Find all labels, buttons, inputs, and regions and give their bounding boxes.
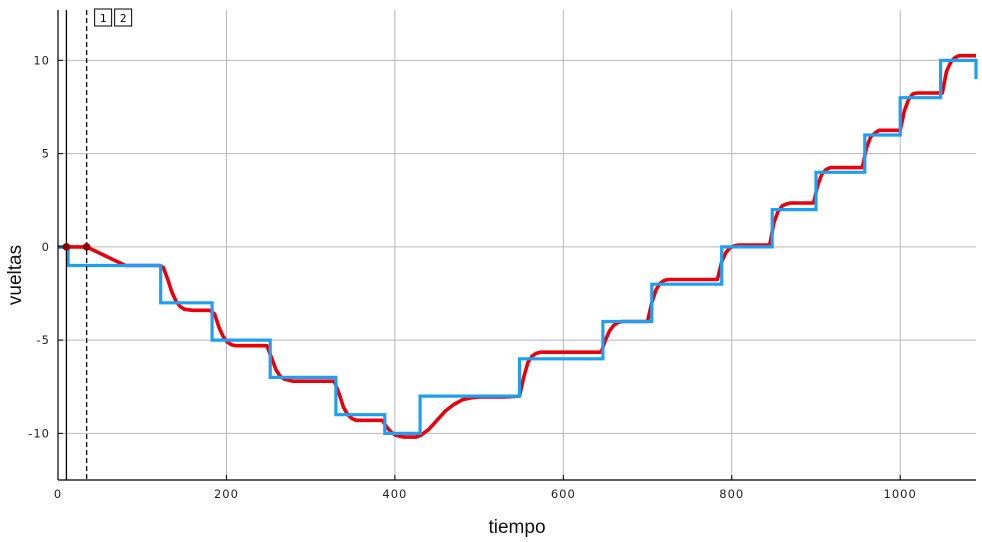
x-tick-label: 0 (54, 487, 62, 501)
series-line-step (58, 58, 978, 435)
axes (57, 10, 976, 481)
y-axis-title: vueltas (5, 245, 26, 305)
x-tick-label: 800 (719, 487, 744, 501)
cursor-2-label: 2 (120, 12, 127, 25)
series-layer (58, 53, 978, 439)
x-axis-title: tiempo (488, 517, 545, 538)
y-tick-label: -10 (28, 426, 50, 440)
y-tick-label: 5 (42, 147, 50, 161)
cursor-1-box[interactable] (94, 8, 113, 27)
x-tick-label: 400 (382, 487, 407, 501)
grid (58, 10, 976, 480)
x-tick-label: 1000 (884, 487, 917, 501)
y-tick-label: -5 (37, 333, 50, 347)
x-tick-label: 600 (551, 487, 576, 501)
cursor-2-box[interactable] (114, 8, 133, 27)
y-tick-label: 10 (33, 53, 50, 67)
cursor-point (62, 243, 71, 251)
cursor-1-label: 1 (100, 12, 107, 25)
x-tick-label: 200 (214, 487, 239, 501)
cursor-point (82, 243, 91, 251)
tick-labels: 0 200 400 600 800 1000 -10 -5 0 5 10 (28, 53, 917, 501)
y-tick-label: 0 (42, 240, 50, 254)
